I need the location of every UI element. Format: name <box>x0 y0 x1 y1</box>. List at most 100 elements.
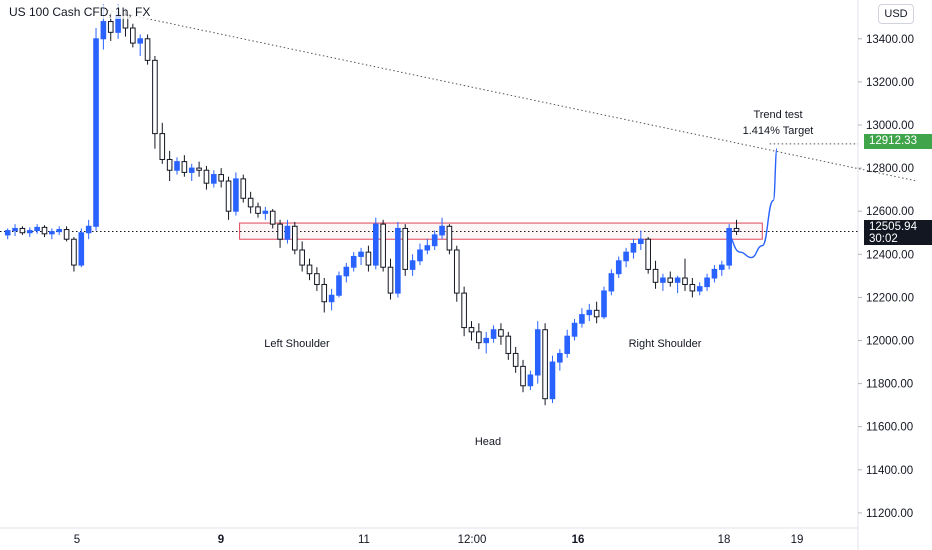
time-tick-label: 16 <box>572 534 585 546</box>
candle-body <box>137 38 143 44</box>
candle-body <box>652 268 659 283</box>
time-tick-label: 19 <box>791 534 804 546</box>
candle-body <box>203 169 210 184</box>
candle-body <box>284 225 291 240</box>
candle-body <box>468 327 475 333</box>
candle-body <box>608 273 615 292</box>
candle-body <box>579 314 585 324</box>
candle-body <box>34 226 40 232</box>
candle-body <box>130 27 136 44</box>
candle-body <box>696 286 703 292</box>
candle-body <box>453 249 460 294</box>
candle-body <box>19 227 26 234</box>
candle-body <box>159 133 166 160</box>
target-label: 1.414% Target <box>742 125 814 137</box>
candle-body <box>505 335 512 354</box>
time-tick-label: 5 <box>74 534 80 546</box>
currency-button[interactable]: USD <box>878 4 914 24</box>
candle-body <box>667 277 674 283</box>
price-tick-label: 12800.00 <box>866 163 914 175</box>
candle-body <box>682 277 688 285</box>
candle-body <box>674 277 681 283</box>
price-tick-label: 12200.00 <box>866 292 914 304</box>
candle-body <box>431 234 438 247</box>
candle-body <box>196 167 202 171</box>
candle-body <box>262 210 269 214</box>
candle-body <box>623 251 629 262</box>
neckline-zone[interactable] <box>239 222 763 240</box>
candle-body <box>343 266 350 277</box>
projection-path[interactable] <box>725 148 778 259</box>
candle-body <box>711 268 718 279</box>
candle-body <box>365 251 372 266</box>
candle-body <box>557 352 563 363</box>
candle-body <box>726 227 732 266</box>
candle-body <box>483 337 490 344</box>
candle-body <box>152 59 158 135</box>
trend-line[interactable] <box>99 8 917 182</box>
candle-body <box>372 223 379 266</box>
candle-body <box>645 238 651 270</box>
candle-body <box>733 227 740 232</box>
candle-body <box>26 230 33 234</box>
candle-body <box>174 161 180 171</box>
price-tick-label: 13400.00 <box>866 34 914 46</box>
candle-body <box>461 292 467 329</box>
candle-body <box>424 245 431 251</box>
candle-body <box>107 21 114 33</box>
candle-body <box>571 322 578 337</box>
candle-body <box>527 374 534 387</box>
candle-body <box>181 161 188 173</box>
price-tick-label: 13000.00 <box>866 120 914 132</box>
price-tick-label: 11600.00 <box>866 422 913 434</box>
candle-body <box>144 38 151 61</box>
candle-body <box>328 294 335 303</box>
candle-body <box>350 255 357 268</box>
candle-body <box>336 275 342 296</box>
candle-body <box>520 365 526 387</box>
candle-body <box>380 223 386 268</box>
candle-body <box>225 180 232 212</box>
candle-body <box>630 243 637 253</box>
candle-body <box>12 227 18 232</box>
price-tick-label: 12400.00 <box>866 249 914 261</box>
candle-body <box>542 329 548 400</box>
candle-body <box>63 229 70 240</box>
candle-body <box>4 230 11 236</box>
candle-body <box>704 277 710 288</box>
symbol-title[interactable]: US 100 Cash CFD, 1h, FX <box>6 5 154 19</box>
right-shoulder-label: Right Shoulder <box>628 338 702 350</box>
candle-body <box>549 361 556 400</box>
candle-body <box>269 210 276 225</box>
candle-body <box>476 331 482 344</box>
candle-body <box>512 352 519 367</box>
candle-body <box>255 206 261 214</box>
candle-body <box>498 329 504 337</box>
candle-body <box>446 225 453 251</box>
candle-body <box>409 260 416 270</box>
candle-body <box>490 329 497 339</box>
candle-body <box>299 249 305 266</box>
candle-body <box>534 329 541 376</box>
candle-body <box>71 238 77 266</box>
candle-body <box>615 260 622 275</box>
candle-body <box>417 249 423 262</box>
current-price-value: 12505.94 <box>869 221 917 233</box>
candle-body <box>292 225 298 251</box>
candle-body <box>638 238 644 245</box>
candle-body <box>306 264 313 275</box>
trend-test-label: Trend test <box>753 109 803 121</box>
target-price-tag: 12912.33 <box>864 134 932 149</box>
head-label: Head <box>474 436 502 448</box>
candle-body <box>85 225 92 234</box>
price-tick-label: 11800.00 <box>866 379 913 391</box>
candle-body <box>240 178 247 199</box>
candle-body <box>358 251 364 257</box>
current-price-tag: 12505.94 30:02 <box>864 220 932 245</box>
price-tick-label: 11200.00 <box>866 508 913 520</box>
candle-body <box>402 227 409 270</box>
time-tick-label: 9 <box>218 534 224 546</box>
candle-body <box>395 227 401 294</box>
candle-body <box>166 158 173 171</box>
